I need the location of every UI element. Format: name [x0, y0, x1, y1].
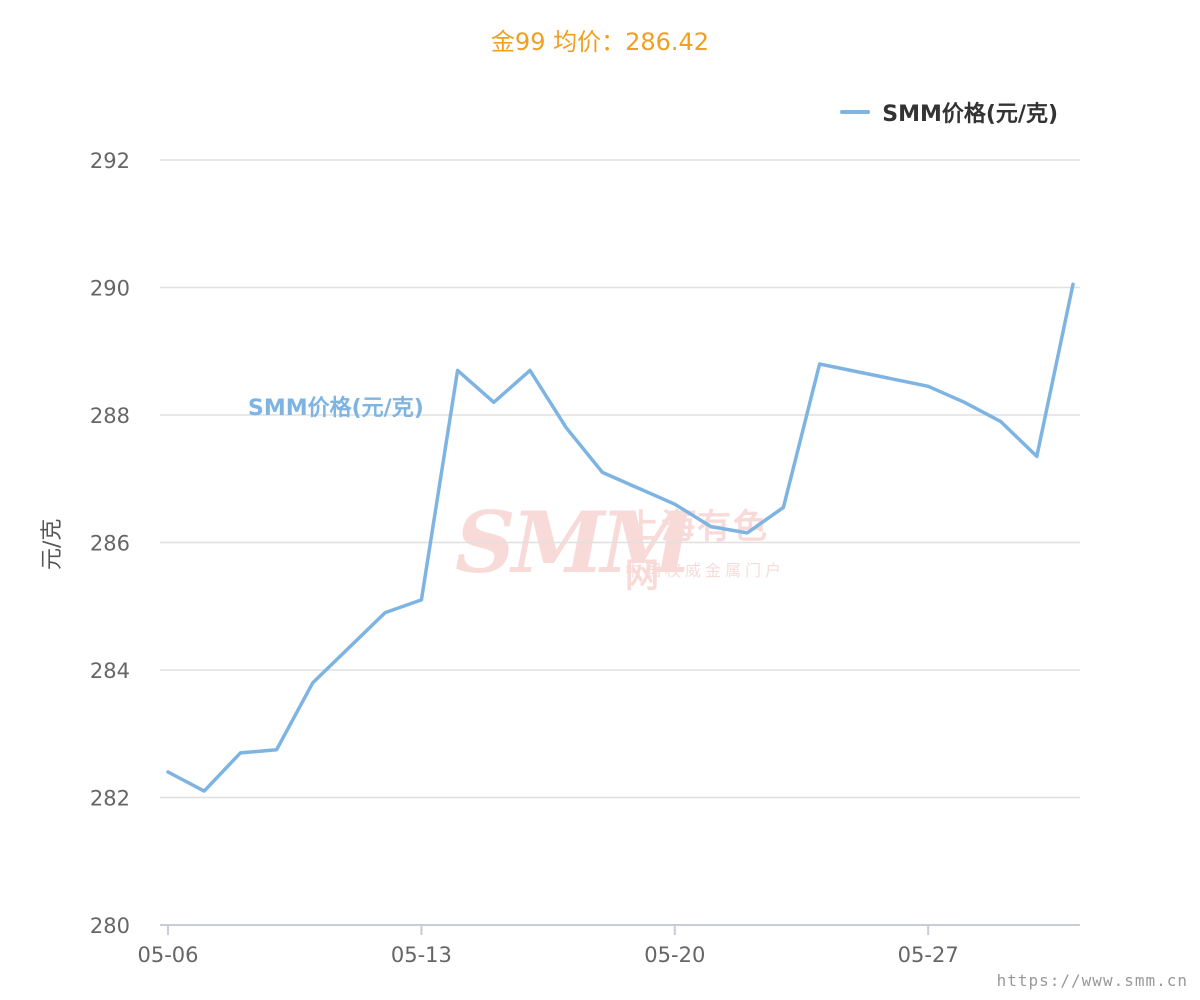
legend-line-icon: [840, 110, 871, 114]
y-tick-label: 284: [90, 659, 130, 683]
y-tick-label: 280: [90, 914, 130, 938]
x-tick-label: 05-06: [137, 943, 198, 967]
series-group: [166, 282, 1075, 793]
chart-title: 金99 均价：286.42: [490, 28, 710, 56]
x-tick-label: 05-13: [391, 943, 452, 967]
source-url[interactable]: https://www.smm.cn: [996, 971, 1188, 990]
series-line[interactable]: [166, 282, 1075, 793]
x-tick-label: 05-27: [898, 943, 959, 967]
y-axis-ticks: 280 282 284 286 288 290 292: [90, 149, 130, 938]
series-inline-label: SMM价格(元/克): [248, 396, 424, 421]
x-axis: 05-06 05-13 05-20 05-27: [137, 924, 1080, 967]
y-tick-label: 290: [90, 277, 130, 301]
legend-label: SMM价格(元/克): [882, 102, 1058, 127]
grid-lines: [160, 159, 1080, 799]
y-tick-label: 292: [90, 149, 130, 173]
legend[interactable]: SMM价格(元/克): [840, 96, 1058, 128]
y-tick-label: 286: [90, 532, 130, 556]
x-tick-label: 05-20: [644, 943, 705, 967]
y-tick-label: 282: [90, 787, 130, 811]
y-tick-label: 288: [90, 404, 130, 428]
